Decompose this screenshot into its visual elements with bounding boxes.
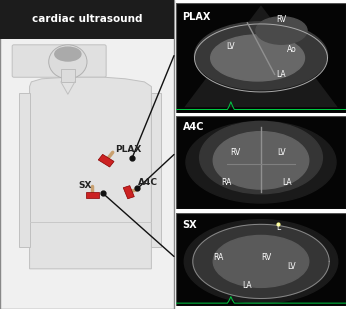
Ellipse shape	[200, 121, 322, 194]
Text: RV: RV	[261, 253, 271, 262]
Text: LV: LV	[277, 148, 286, 158]
Circle shape	[184, 220, 338, 303]
Text: RA: RA	[222, 178, 232, 187]
Polygon shape	[30, 77, 151, 269]
Circle shape	[193, 224, 329, 298]
Text: LA: LA	[277, 70, 286, 79]
Text: LV: LV	[287, 262, 296, 272]
Text: SX: SX	[78, 181, 92, 190]
Polygon shape	[19, 93, 30, 247]
Bar	[0, 0, 174, 309]
Text: LV: LV	[226, 42, 235, 52]
Bar	[0, 0, 174, 39]
Polygon shape	[123, 186, 134, 199]
Ellipse shape	[213, 132, 309, 189]
Polygon shape	[151, 93, 161, 247]
Ellipse shape	[195, 22, 327, 90]
Text: RV: RV	[230, 148, 240, 158]
Text: LA: LA	[243, 281, 252, 290]
Polygon shape	[86, 192, 99, 198]
Ellipse shape	[186, 121, 336, 203]
Ellipse shape	[256, 17, 307, 44]
Text: LA: LA	[282, 178, 291, 187]
Text: cardiac ultrasound: cardiac ultrasound	[32, 15, 142, 24]
Text: A4C: A4C	[183, 122, 204, 132]
Ellipse shape	[55, 47, 81, 61]
Text: PLAX: PLAX	[115, 145, 141, 154]
Ellipse shape	[211, 35, 304, 81]
Polygon shape	[98, 154, 114, 167]
Text: PLAX: PLAX	[183, 12, 211, 22]
Text: A4C: A4C	[137, 178, 157, 187]
Text: RA: RA	[213, 253, 223, 262]
Circle shape	[213, 235, 309, 287]
Text: SX: SX	[183, 220, 197, 230]
Polygon shape	[184, 5, 338, 107]
Circle shape	[49, 45, 87, 79]
Bar	[61, 69, 75, 82]
Text: L: L	[276, 222, 280, 232]
Text: RV: RV	[276, 15, 287, 24]
FancyBboxPatch shape	[12, 45, 106, 77]
Text: Ao: Ao	[287, 45, 296, 54]
